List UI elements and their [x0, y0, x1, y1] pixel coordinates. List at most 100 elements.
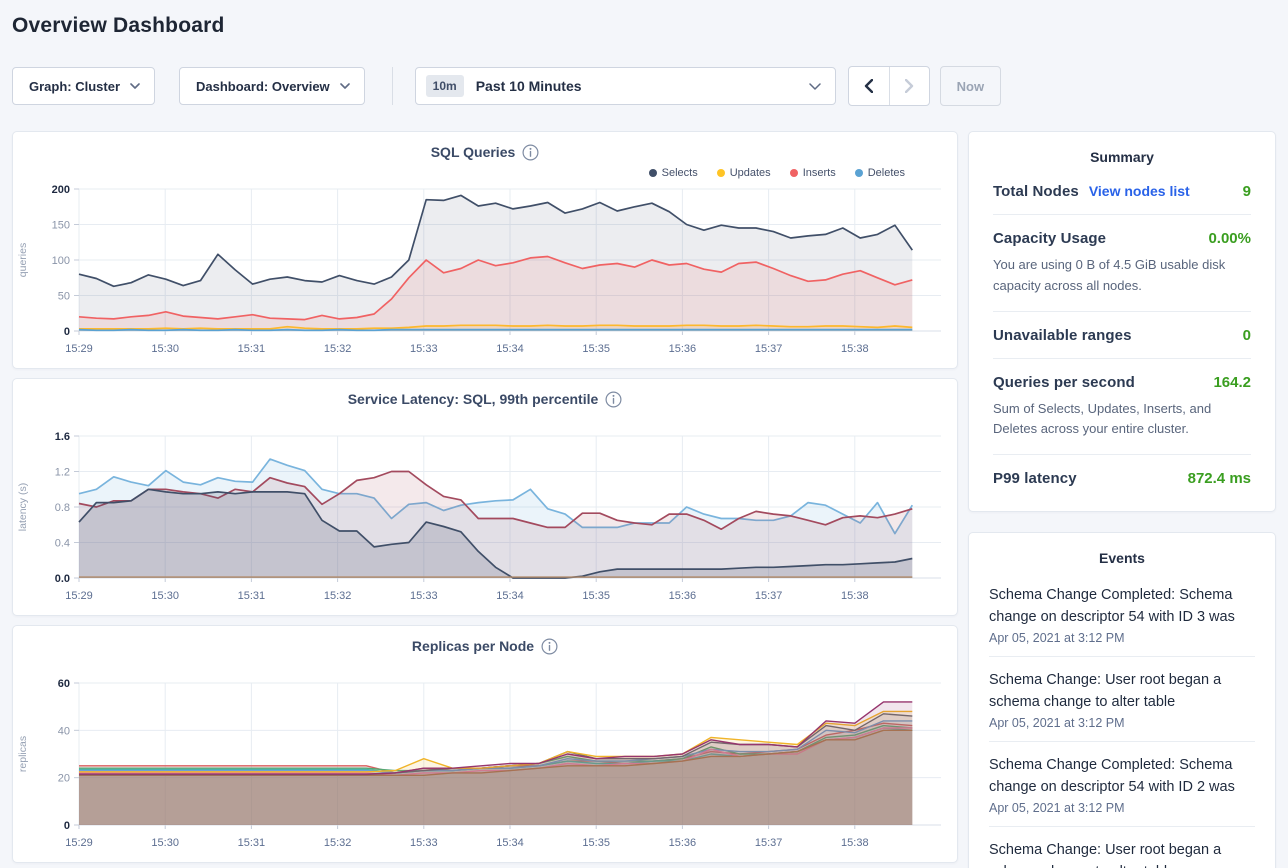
svg-text:latency (s): latency (s)	[17, 483, 29, 531]
chevron-right-icon	[904, 79, 913, 93]
svg-text:15:31: 15:31	[238, 343, 266, 355]
svg-text:200: 200	[52, 184, 70, 196]
event-item[interactable]: Schema Change Completed: Schema change o…	[989, 572, 1255, 658]
legend-item[interactable]: Inserts	[789, 167, 836, 179]
svg-text:0: 0	[64, 820, 70, 832]
svg-text:15:33: 15:33	[410, 590, 438, 602]
svg-text:50: 50	[58, 291, 70, 303]
info-icon[interactable]	[522, 143, 539, 161]
svg-text:0.0: 0.0	[55, 573, 70, 585]
event-message: Schema Change Completed: Schema change o…	[989, 587, 1235, 626]
svg-text:60: 60	[58, 678, 70, 690]
next-range-button[interactable]	[888, 67, 929, 105]
chart-title: SQL Queries	[430, 144, 516, 160]
chart-legend: Selects Updates Inserts Deletes	[13, 165, 957, 181]
svg-text:0: 0	[64, 326, 70, 338]
svg-text:15:31: 15:31	[238, 837, 266, 849]
now-button[interactable]: Now	[939, 66, 1002, 106]
svg-text:15:29: 15:29	[65, 837, 93, 849]
svg-text:100: 100	[52, 255, 70, 267]
graph-scope-label: Graph: Cluster	[29, 78, 121, 94]
svg-text:15:32: 15:32	[324, 590, 352, 602]
svg-text:40: 40	[58, 725, 70, 737]
svg-text:15:29: 15:29	[65, 343, 93, 355]
event-message: Schema Change: User root began a schema …	[989, 842, 1222, 868]
event-message: Schema Change Completed: Schema change o…	[989, 757, 1235, 796]
summary-row-p99-latency: P99 latency 872.4 ms	[993, 455, 1251, 501]
chevron-down-icon	[339, 83, 350, 89]
legend-dot-icon	[789, 169, 798, 177]
legend-label: Inserts	[802, 167, 836, 179]
svg-text:15:30: 15:30	[151, 837, 179, 849]
info-icon[interactable]	[541, 637, 558, 655]
svg-text:15:37: 15:37	[755, 343, 783, 355]
svg-text:15:37: 15:37	[755, 837, 783, 849]
dashboard-dropdown[interactable]: Dashboard: Overview	[179, 67, 365, 105]
svg-text:15:29: 15:29	[65, 590, 93, 602]
sidebar-column: Summary Total Nodes View nodes list 9 Ca…	[968, 131, 1276, 868]
summary-label: P99 latency	[993, 470, 1077, 488]
summary-row-queries-per-second: Queries per second 164.2 Sum of Selects,…	[993, 359, 1251, 456]
dashboard-controls: Graph: Cluster Dashboard: Overview 10m P…	[12, 66, 1276, 106]
event-timestamp: Apr 05, 2021 at 3:12 PM	[989, 716, 1125, 731]
svg-text:1.2: 1.2	[55, 467, 70, 479]
chevron-down-icon	[808, 82, 821, 90]
events-panel: Events Schema Change Completed: Schema c…	[968, 532, 1276, 868]
svg-text:queries: queries	[17, 243, 29, 277]
svg-text:15:34: 15:34	[496, 343, 524, 355]
summary-label: Capacity Usage	[993, 230, 1107, 247]
summary-value: 872.4 ms	[1187, 470, 1251, 488]
svg-text:15:30: 15:30	[151, 343, 179, 355]
page-title: Overview Dashboard	[12, 14, 225, 37]
svg-text:15:32: 15:32	[324, 837, 352, 849]
time-range-picker[interactable]: 10m Past 10 Minutes	[414, 67, 836, 105]
svg-text:15:33: 15:33	[410, 837, 438, 849]
svg-text:15:34: 15:34	[496, 590, 524, 602]
legend-item[interactable]: Updates	[716, 167, 771, 179]
svg-text:15:38: 15:38	[841, 837, 869, 849]
svg-text:15:34: 15:34	[496, 837, 524, 849]
legend-item[interactable]: Deletes	[854, 167, 905, 179]
sql-queries-chart[interactable]: 15:29 15:30 15:31 15:32 15:33 15:34 15:35 15:36…	[13, 181, 957, 359]
legend-label: Updates	[729, 167, 771, 179]
svg-text:15:35: 15:35	[582, 343, 610, 355]
svg-text:15:33: 15:33	[410, 343, 438, 355]
svg-text:150: 150	[52, 220, 70, 232]
legend-item[interactable]: Selects	[648, 167, 698, 179]
event-item[interactable]: Schema Change Completed: Schema change o…	[989, 742, 1255, 828]
summary-value: 0.00%	[1208, 230, 1251, 247]
svg-text:15:38: 15:38	[841, 590, 869, 602]
graph-scope-dropdown[interactable]: Graph: Cluster	[12, 67, 156, 105]
replicas-per-node-chart[interactable]: 15:29 15:30 15:31 15:32 15:33 15:34 15:35 15:36…	[13, 675, 957, 853]
events-title: Events	[1099, 550, 1145, 567]
svg-text:15:35: 15:35	[582, 837, 610, 849]
chevron-down-icon	[130, 83, 140, 89]
svg-text:1.6: 1.6	[55, 431, 70, 443]
info-icon[interactable]	[605, 390, 622, 408]
summary-description: Sum of Selects, Updates, Inserts, and De…	[993, 400, 1212, 437]
svg-text:15:31: 15:31	[238, 590, 266, 602]
legend-label: Selects	[661, 167, 698, 179]
summary-description: You are using 0 B of 4.5 GiB usable disk…	[993, 257, 1226, 293]
view-nodes-list-link[interactable]: View nodes list	[1088, 183, 1190, 199]
sql-queries-panel: SQL Queries Selects Updates Inserts Deletes…	[12, 131, 958, 369]
event-item[interactable]: Schema Change: User root began a schema …	[989, 657, 1255, 743]
chart-title: Service Latency: SQL, 99th percentile	[347, 391, 599, 407]
event-item[interactable]: Schema Change: User root began a schema …	[989, 827, 1255, 868]
svg-text:replicas: replicas	[17, 736, 29, 772]
chevron-left-icon	[864, 79, 874, 93]
svg-text:0.8: 0.8	[55, 502, 70, 514]
svg-text:20: 20	[58, 773, 70, 785]
time-range-badge: 10m	[425, 75, 464, 97]
prev-range-button[interactable]	[849, 67, 889, 105]
event-timestamp: Apr 05, 2021 at 3:12 PM	[989, 631, 1125, 646]
event-timestamp: Apr 05, 2021 at 3:12 PM	[989, 801, 1125, 816]
service-latency-chart[interactable]: 15:29 15:30 15:31 15:32 15:33 15:34 15:35 15:36…	[13, 428, 957, 606]
service-latency-panel: Service Latency: SQL, 99th percentile 15…	[12, 378, 958, 616]
event-message: Schema Change: User root began a schema …	[989, 672, 1222, 711]
legend-dot-icon	[648, 169, 657, 177]
svg-text:0.4: 0.4	[55, 538, 70, 550]
summary-value: 9	[1242, 183, 1251, 200]
svg-text:15:38: 15:38	[841, 343, 869, 355]
controls-divider	[391, 67, 393, 105]
